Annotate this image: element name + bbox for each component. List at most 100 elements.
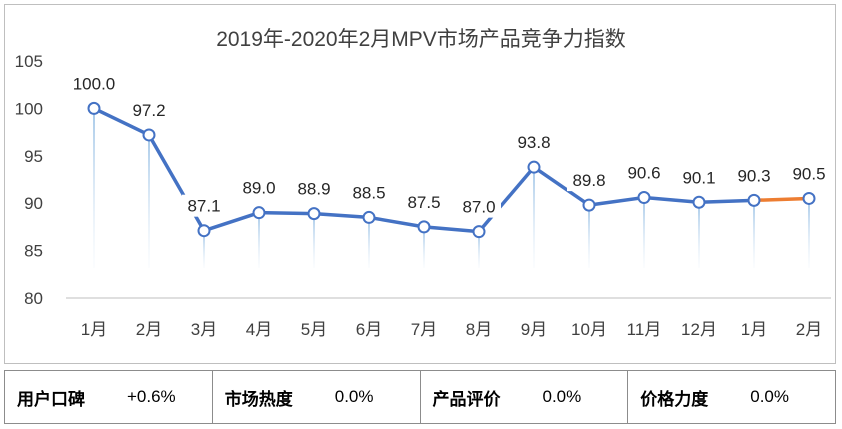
drop-line [93,108,95,269]
drop-line [313,213,315,268]
drop-line [753,200,755,268]
data-label-bg [677,166,721,189]
data-label: 90.6 [627,164,660,183]
metric-value: 0.0% [750,387,789,406]
metric-value: 0.0% [542,387,582,406]
y-axis: 80 85 90 95 100 105 [15,52,43,308]
data-label: 88.5 [352,183,385,202]
drop-line [258,212,260,268]
metric-name: 市场热度 [224,389,293,409]
metric-name: 用户口碑 [17,389,85,409]
series-segment [532,165,591,207]
metric-product-review: 产品评价 0.0% [421,371,629,423]
drop-line [203,230,205,268]
y-tick-label: 105 [15,52,43,71]
series-segment [697,198,756,205]
data-label: 88.9 [297,180,330,199]
data-label: 87.0 [462,198,495,217]
data-labels: 100.0 97.2 87.1 89.0 88.9 88.5 87.5 87.0 93.8 89.… [72,72,831,218]
data-label: 87.1 [187,197,220,216]
x-tick-label: 1月 [81,320,107,339]
series-segment [367,215,426,229]
data-point [87,101,101,115]
data-label: 90.5 [792,164,825,183]
x-tick-label: 8月 [466,320,492,339]
data-label: 87.5 [407,193,440,212]
drop-line [808,198,810,268]
data-label-bg [402,190,446,213]
data-label-bg [567,169,611,192]
metric-user-reputation: 用户口碑 +0.6% [5,371,213,423]
x-tick-label: 11月 [627,320,662,339]
metrics-bar: 用户口碑 +0.6% 市场热度 0.0% 产品评价 0.0% 价格力度 0.0% [4,370,836,424]
data-point [692,195,706,209]
data-label: 90.3 [737,166,770,185]
x-tick-label: 12月 [681,320,717,339]
markers [87,101,816,239]
drop-line [533,167,535,268]
x-tick-label: 6月 [356,320,382,339]
data-label-bg [457,195,501,218]
chart-title: 2019年-2020年2月MPV市场产品竞争力指数 [216,28,626,51]
x-tick-label: 2月 [136,320,162,339]
drop-line [588,205,590,268]
data-label-bg [787,162,831,185]
y-tick-label: 85 [24,242,43,261]
series-segment [257,210,316,216]
data-label-bg [292,177,336,200]
x-axis: 1月 2月 3月 4月 5月 6月 7月 8月 9月 10月 11月 12月 1月 2月 [81,320,822,339]
x-tick-label: 1月 [741,320,767,339]
metric-value: 0.0% [334,387,374,406]
data-label: 90.1 [682,168,715,187]
series-segment [477,165,536,234]
data-point [307,207,321,221]
drop-line [698,202,700,268]
series-segment [312,211,371,220]
series-segment [752,196,811,203]
series-line [92,106,811,234]
data-label-bg [732,164,776,187]
data-point [142,128,156,142]
x-tick-label: 5月 [301,320,327,339]
data-point [582,198,596,212]
data-label: 100.0 [73,74,116,93]
data-label-bg [127,98,171,121]
data-point [802,191,816,205]
x-tick-label: 9月 [521,320,547,339]
data-label-bg [72,72,116,95]
data-label-bg [237,176,281,199]
data-label: 93.8 [517,133,550,152]
data-point [747,193,761,207]
series-segment [422,225,481,234]
data-label-bg [182,194,226,217]
data-label: 97.2 [132,101,165,120]
data-point [197,224,211,238]
drop-line [478,231,480,268]
data-point [472,225,486,239]
series-segment [587,195,646,207]
data-label-bg [622,161,666,184]
metric-name: 产品评价 [432,389,501,409]
x-tick-label: 10月 [571,320,607,339]
metric-value: +0.6% [127,387,176,406]
drop-line [423,226,425,268]
y-tick-label: 95 [24,147,43,166]
data-point [527,160,541,174]
drop-line [643,197,645,268]
data-point [362,210,376,224]
chart-svg: 2019年-2020年2月MPV市场产品竞争力指数 80 85 90 95 100 105… [15,28,831,339]
data-label: 89.0 [242,179,275,198]
metric-price-strength: 价格力度 0.0% [628,371,835,423]
y-tick-label: 100 [15,99,43,118]
drop-lines [93,108,810,269]
y-tick-label: 90 [24,194,43,213]
x-tick-label: 3月 [191,320,217,339]
x-tick-label: 4月 [246,320,272,339]
metric-market-heat: 市场热度 0.0% [213,371,421,423]
series-segment [92,106,151,137]
drop-line [368,217,370,268]
data-label-bg [347,181,391,204]
drop-line [148,134,150,268]
y-tick-label: 80 [24,289,43,308]
data-label-bg [512,131,556,154]
